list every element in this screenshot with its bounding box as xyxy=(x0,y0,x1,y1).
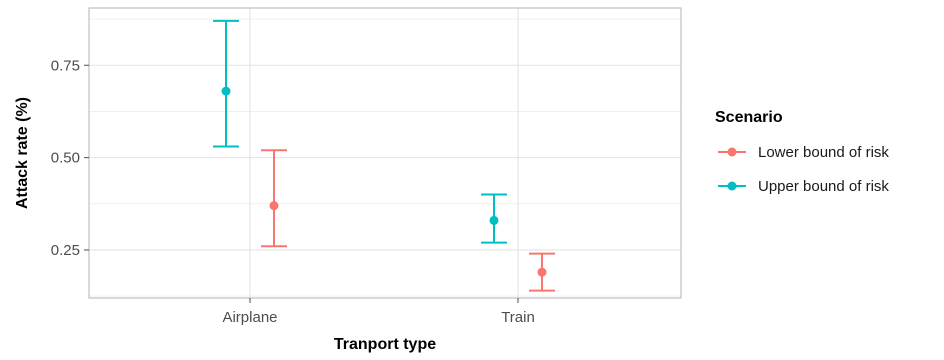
minor-gridlines xyxy=(89,18,681,297)
legend-key-point xyxy=(727,181,737,191)
x-tick-label: Airplane xyxy=(222,309,277,326)
data-point xyxy=(489,215,499,225)
major-gridlines xyxy=(89,8,681,298)
y-tick-label: 0.25 xyxy=(51,242,80,259)
y-axis-title: Attack rate (%) xyxy=(14,97,31,209)
errorbar-upper-bound-airplane xyxy=(213,19,239,148)
x-axis-title: Tranport type xyxy=(334,336,436,353)
legend-label: Upper bound of risk xyxy=(758,178,889,195)
plot-panel-border xyxy=(88,7,682,299)
y-tick-label: 0.75 xyxy=(51,57,80,74)
errorbar-lower-bound-train xyxy=(529,252,555,292)
errorbar-lower-bound-airplane xyxy=(261,149,287,248)
legend: Scenario Lower bound of risk Upper bound … xyxy=(715,109,889,195)
y-tick-label: 0.50 xyxy=(51,150,80,167)
legend-key-point xyxy=(727,147,737,157)
legend-item: Lower bound of risk xyxy=(718,144,889,161)
data-point xyxy=(221,86,231,96)
y-axis: 0.25 0.50 0.75 xyxy=(51,57,89,259)
errorbar-upper-bound-train xyxy=(481,193,507,244)
data-point xyxy=(537,267,547,277)
legend-label: Lower bound of risk xyxy=(758,144,889,161)
x-tick-label: Train xyxy=(501,309,535,326)
data-point xyxy=(269,201,279,211)
error-bars xyxy=(213,19,555,292)
legend-title: Scenario xyxy=(715,109,783,126)
legend-item: Upper bound of risk xyxy=(718,178,889,195)
x-axis: Airplane Train xyxy=(222,298,535,326)
